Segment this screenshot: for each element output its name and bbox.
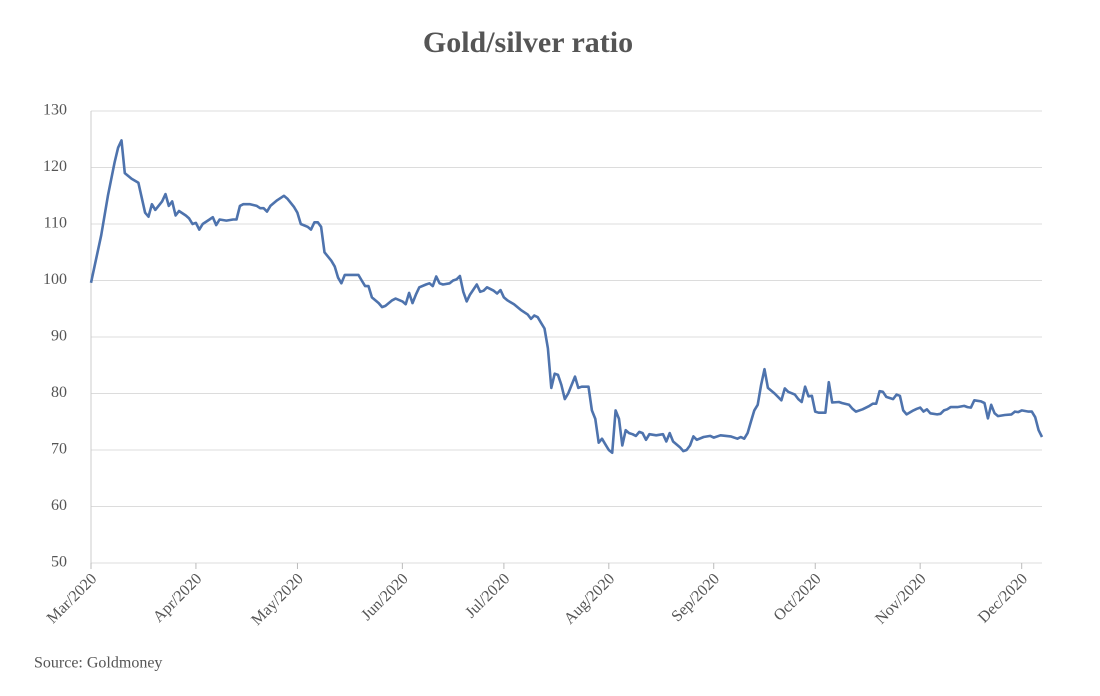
x-tick-label: May/2020 <box>248 570 307 629</box>
x-tick-label: Apr/2020 <box>150 570 205 625</box>
x-tick-label: Mar/2020 <box>44 570 101 627</box>
y-tick-label: 60 <box>51 497 67 514</box>
data-line <box>89 139 1044 455</box>
y-tick-label: 80 <box>51 384 67 401</box>
x-tick-label: Aug/2020 <box>561 570 618 627</box>
chart-title: Gold/silver ratio <box>423 26 633 59</box>
y-tick-label: 100 <box>43 271 67 288</box>
y-tick-label: 130 <box>43 102 67 119</box>
x-tick-label: Jul/2020 <box>462 570 513 621</box>
x-tick-label: Nov/2020 <box>872 570 929 627</box>
y-tick-label: 50 <box>51 554 67 571</box>
source-note: Source: Goldmoney <box>34 655 162 672</box>
y-tick-label: 110 <box>44 215 67 232</box>
y-tick-label: 70 <box>51 441 67 458</box>
x-tick-label: Sep/2020 <box>668 570 723 625</box>
y-tick-label: 90 <box>51 328 67 345</box>
x-tick-label: Oct/2020 <box>771 570 825 624</box>
x-tick-label: Dec/2020 <box>975 570 1031 626</box>
x-tick-label: Jun/2020 <box>358 570 412 624</box>
y-tick-label: 120 <box>43 158 67 175</box>
